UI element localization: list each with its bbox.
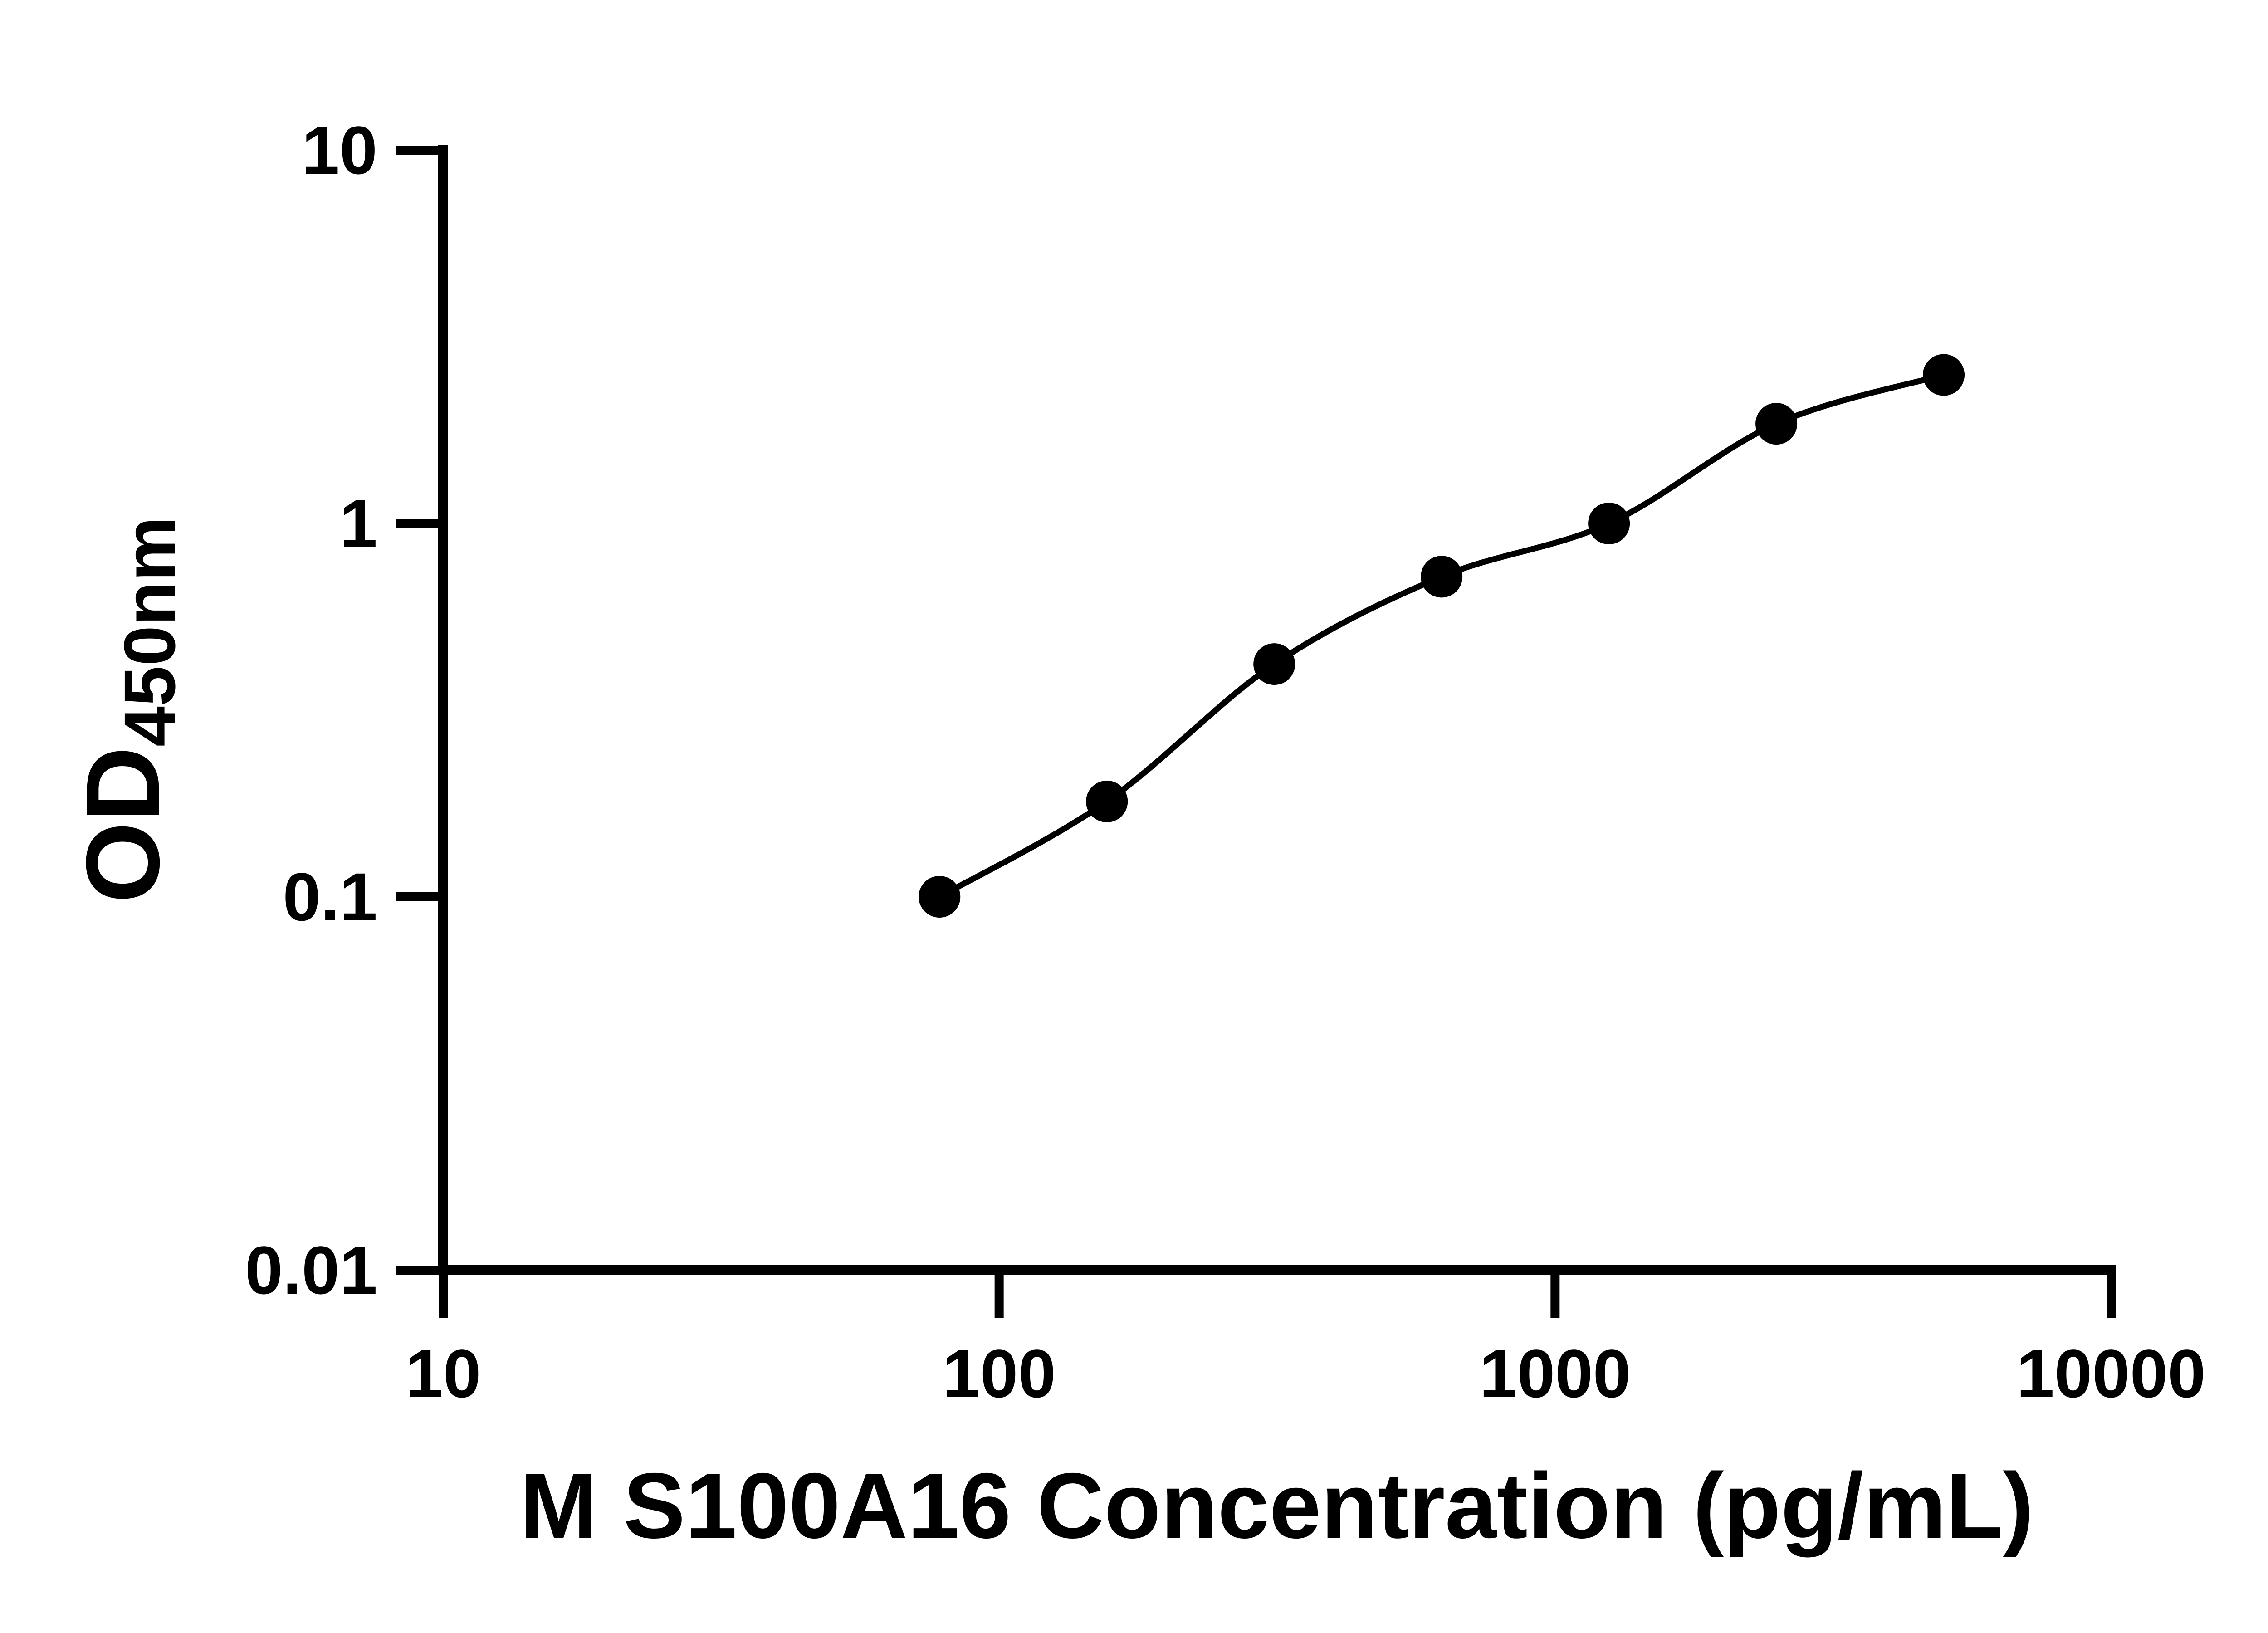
- axes-layer: [438, 145, 2116, 1275]
- y-axis-title: OD450nm: [64, 517, 190, 903]
- x-tick-label: 10: [406, 1335, 481, 1412]
- data-points-layer: [919, 354, 1965, 918]
- data-point: [1086, 780, 1128, 822]
- x-axis-title: M S100A16 Concentration (pg/mL): [520, 1454, 2033, 1558]
- x-tick-label: 1000: [1479, 1335, 1631, 1412]
- x-tick-label: 100: [943, 1335, 1056, 1412]
- y-tick-label: 0.01: [245, 1232, 377, 1308]
- data-point: [1253, 643, 1295, 685]
- y-tick-label: 10: [302, 112, 377, 188]
- data-point: [919, 876, 961, 918]
- fit-curve: [938, 372, 1945, 900]
- axes: [438, 145, 2116, 1275]
- tick-labels-layer: 10 100 1000 10000 0.01 0.1 1 10: [245, 112, 2206, 1412]
- data-point: [1923, 354, 1965, 396]
- y-axis-title-subscript: 450nm: [109, 517, 190, 747]
- data-point: [1421, 556, 1463, 598]
- fit-curve-layer: [938, 372, 1945, 900]
- data-point: [1755, 403, 1798, 445]
- y-tick-label: 0.1: [283, 859, 377, 935]
- y-axis-title-main: OD: [64, 747, 181, 903]
- data-point: [1588, 503, 1630, 544]
- x-tick-label: 10000: [2016, 1335, 2205, 1412]
- ticks-layer: [396, 146, 2116, 1318]
- y-tick-label: 1: [340, 485, 377, 562]
